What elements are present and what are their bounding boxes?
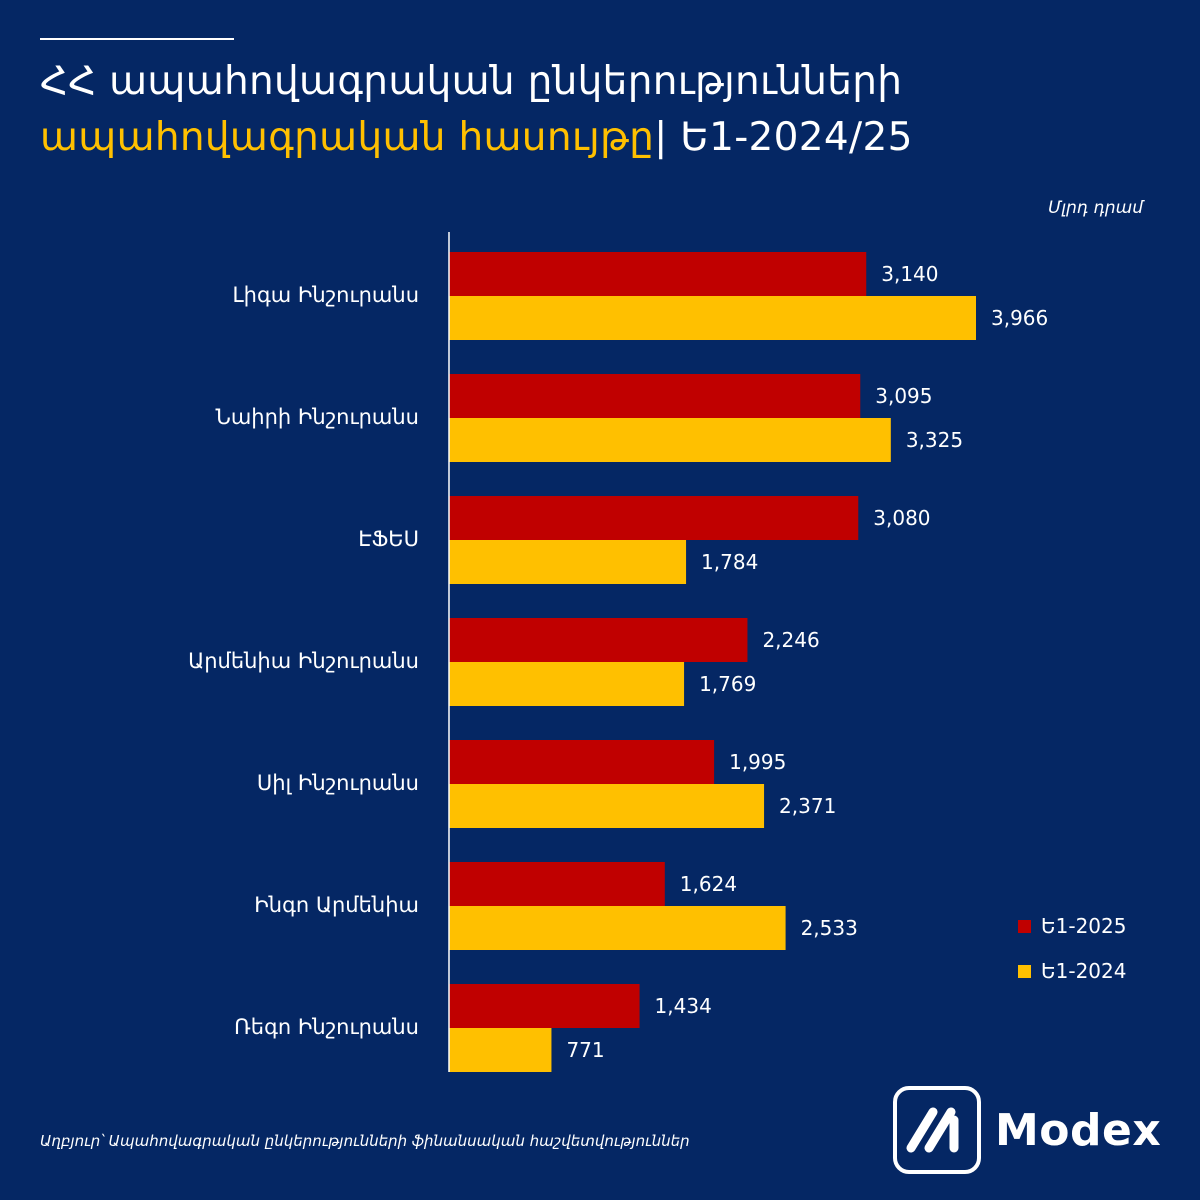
data-label: 3,095 xyxy=(875,384,932,408)
bar-2025 xyxy=(449,862,665,906)
data-label: 1,995 xyxy=(729,750,786,774)
modex-logo-icon xyxy=(893,1086,981,1174)
title-line-1: ՀՀ ապահովագրական ընկերությունների xyxy=(40,59,903,104)
bar-2025 xyxy=(449,496,859,540)
legend-item-2024: Ե1-2024 xyxy=(1018,959,1126,983)
title-highlight: ապահովագրական հասույթը xyxy=(40,115,655,160)
bar-2024 xyxy=(449,418,891,462)
data-label: 3,080 xyxy=(873,506,930,530)
category-label: Լիգա Ինշուրանս xyxy=(232,283,419,307)
bar-2025 xyxy=(449,740,715,784)
bar-2024 xyxy=(449,662,685,706)
data-label: 2,246 xyxy=(762,628,819,652)
bar-2024 xyxy=(449,540,687,584)
data-label: 2,533 xyxy=(801,916,858,940)
bar-2024 xyxy=(449,1028,552,1072)
data-label: 1,784 xyxy=(701,550,758,574)
modex-logo-text: Modex xyxy=(995,1104,1162,1156)
legend-swatch-2024 xyxy=(1018,964,1031,978)
bar-2025 xyxy=(449,618,748,662)
data-label: 771 xyxy=(566,1038,604,1062)
bar-2024 xyxy=(449,296,976,340)
title-suffix: | Ե1-2024/25 xyxy=(654,115,913,160)
category-label: Ինգո Արմենիա xyxy=(254,893,419,917)
bar-2025 xyxy=(449,374,861,418)
category-label: Ռեգո Ինշուրանս xyxy=(234,1015,419,1039)
data-label: 1,434 xyxy=(655,994,712,1018)
category-label: Սիլ Ինշուրանս xyxy=(257,771,419,795)
legend-label-2024: Ե1-2024 xyxy=(1041,959,1127,983)
title-rule xyxy=(40,38,234,40)
source-note: Աղբյուր՝ Ապահովագրական ընկերությունների … xyxy=(40,1132,690,1150)
chart-legend: Ե1-2025 Ե1-2024 xyxy=(1018,914,1126,1004)
bar-2025 xyxy=(449,984,640,1028)
bar-2024 xyxy=(449,784,765,828)
bar-2024 xyxy=(449,906,786,950)
modex-logo: Modex xyxy=(893,1086,1161,1174)
data-label: 1,624 xyxy=(680,872,737,896)
category-label: Նաիրի Ինշուրանս xyxy=(216,405,419,429)
data-label: 1,769 xyxy=(699,672,756,696)
category-label: Արմենիա Ինշուրանս xyxy=(188,649,419,673)
data-label: 3,966 xyxy=(991,306,1048,330)
bar-2025 xyxy=(449,252,867,296)
unit-label: Մլրդ դրամ xyxy=(1048,198,1143,218)
page-title: ՀՀ ապահովագրական ընկերությունների ապահով… xyxy=(40,54,913,166)
legend-swatch-2025 xyxy=(1018,919,1031,933)
legend-label-2025: Ե1-2025 xyxy=(1041,914,1127,938)
title-line-2: ապահովագրական հասույթը| Ե1-2024/25 xyxy=(40,110,913,166)
category-label: ԷՖԵՍ xyxy=(358,527,419,551)
legend-item-2025: Ե1-2025 xyxy=(1018,914,1126,938)
data-label: 3,140 xyxy=(881,262,938,286)
data-label: 3,325 xyxy=(906,428,963,452)
data-label: 2,371 xyxy=(779,794,836,818)
